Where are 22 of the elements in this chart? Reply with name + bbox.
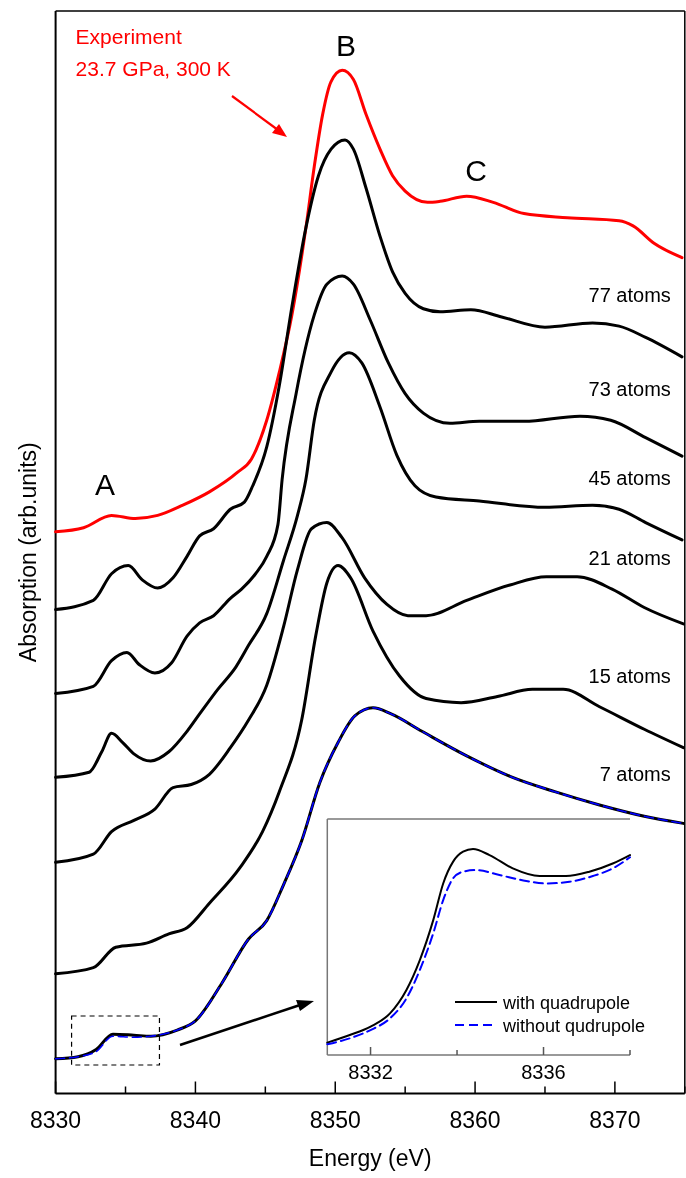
x-tick-label: 8336 <box>521 1061 566 1083</box>
x-tick-label: 8340 <box>169 1106 222 1133</box>
series-label: 73 atoms <box>588 378 671 401</box>
text: B <box>335 29 357 62</box>
annotation: C <box>465 154 487 187</box>
text: Experiment <box>75 25 182 48</box>
annotation: 23.7 GPa, 300 K <box>75 57 231 80</box>
series-label: 45 atoms <box>588 467 671 490</box>
x-tick-label: 8370 <box>589 1106 641 1133</box>
y-axis-title: Absorption (arb.units) <box>14 442 41 663</box>
x-axis-title: Energy (eV) <box>308 1144 432 1171</box>
legend-label: without qudrupole <box>502 1016 646 1036</box>
series-label: 7 atoms <box>599 762 671 785</box>
annotation: A <box>94 468 116 501</box>
series-label: 15 atoms <box>588 664 671 687</box>
x-tick-label: 8350 <box>309 1106 361 1133</box>
series-label: 77 atoms <box>588 284 671 307</box>
legend-label: with quadrupole <box>502 993 631 1013</box>
series-label: 21 atoms <box>588 547 671 570</box>
x-tick-label: 8360 <box>449 1106 501 1133</box>
x-tick-label: 8332 <box>348 1061 393 1083</box>
x-tick-label: 8330 <box>30 1106 82 1133</box>
